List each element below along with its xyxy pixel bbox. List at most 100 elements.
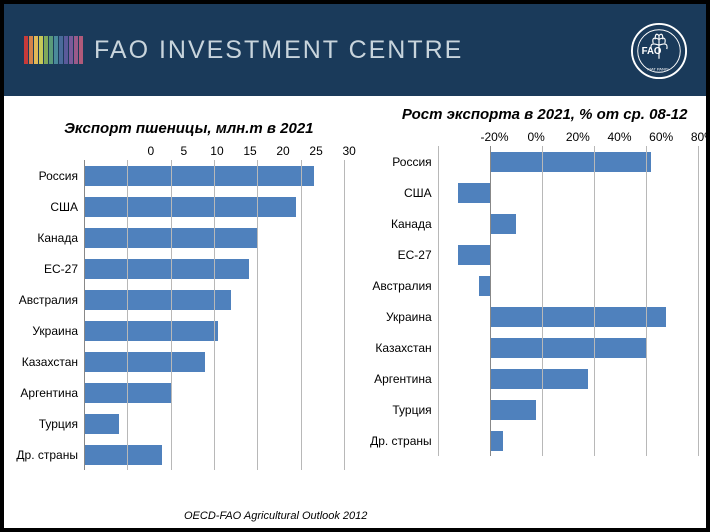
- axis-tick-label: 20%: [557, 130, 599, 144]
- right-axis-labels: -20%0%20%40%60%80%: [412, 130, 710, 144]
- bar: [490, 338, 646, 358]
- left-grid-area: РоссияСШАКанадаЕС-27АвстралияУкраинаКаза…: [84, 160, 344, 470]
- axis-tick-label: 20: [267, 144, 300, 158]
- fao-logo-icon: FAO FIAT PANIS: [630, 22, 688, 80]
- bar-label: Аргентина: [8, 386, 78, 400]
- svg-text:FAO: FAO: [642, 46, 662, 57]
- gridline: [214, 160, 215, 470]
- bar: [490, 400, 537, 420]
- axis-tick-label: 15: [233, 144, 266, 158]
- bar-label: Австралия: [362, 279, 432, 293]
- bar-label: Др. страны: [8, 448, 78, 462]
- axis-tick-label: -20%: [474, 130, 516, 144]
- left-chart: Экспорт пшеницы, млн.т в 2021 0510152025…: [12, 106, 366, 526]
- bar-row: Украина: [438, 301, 698, 332]
- bar-row: Турция: [438, 394, 698, 425]
- svg-text:FIAT PANIS: FIAT PANIS: [647, 66, 669, 71]
- bar: [490, 307, 667, 327]
- right-bars: РоссияСШАКанадаЕС-27АвстралияУкраинаКаза…: [438, 146, 698, 456]
- bar-label: Россия: [8, 169, 78, 183]
- color-bar-stripe: [39, 36, 43, 64]
- header: FAO INVESTMENT CENTRE FAO FIAT PANIS: [4, 4, 706, 96]
- bar: [490, 431, 503, 451]
- bar: [84, 197, 296, 217]
- color-bar-stripe: [79, 36, 83, 64]
- gridline: [698, 146, 699, 456]
- bar-label: ЕС-27: [8, 262, 78, 276]
- color-bar-stripe: [24, 36, 28, 64]
- bar: [84, 414, 119, 434]
- bar-label: Турция: [8, 417, 78, 431]
- color-bar-stripe: [69, 36, 73, 64]
- bar-label: Австралия: [8, 293, 78, 307]
- bar-label: Россия: [362, 155, 432, 169]
- footnote: OECD-FAO Agricultural Outlook 2012: [184, 510, 367, 522]
- bar-row: ЕС-27: [438, 239, 698, 270]
- bar-row: Аргентина: [438, 363, 698, 394]
- slide: FAO INVESTMENT CENTRE FAO FIAT PANIS Экс…: [4, 4, 706, 528]
- color-bar-stripe: [29, 36, 33, 64]
- bar-label: Канада: [362, 217, 432, 231]
- bar-row: Казахстан: [438, 332, 698, 363]
- right-grid-area: РоссияСШАКанадаЕС-27АвстралияУкраинаКаза…: [438, 146, 698, 456]
- gridline: [594, 146, 595, 456]
- bar-label: США: [362, 186, 432, 200]
- bar: [84, 166, 314, 186]
- gridline: [490, 146, 491, 456]
- bar-label: Казахстан: [362, 341, 432, 355]
- right-chart-title: Рост экспорта в 2021, % от ср. 08-12: [366, 106, 710, 124]
- bar-row: Россия: [438, 146, 698, 177]
- axis-tick-label: 5: [167, 144, 200, 158]
- axis-tick-label: 80%: [682, 130, 710, 144]
- bar-label: Турция: [362, 403, 432, 417]
- gridline: [438, 146, 439, 456]
- right-chart: Рост экспорта в 2021, % от ср. 08-12 -20…: [366, 106, 710, 526]
- content: Экспорт пшеницы, млн.т в 2021 0510152025…: [4, 96, 706, 526]
- bar: [490, 369, 589, 389]
- color-bar-stripe: [64, 36, 68, 64]
- bar-label: ЕС-27: [362, 248, 432, 262]
- gridline: [301, 160, 302, 470]
- bar: [458, 245, 489, 265]
- axis-tick-label: 0%: [515, 130, 557, 144]
- gridline: [542, 146, 543, 456]
- bar: [490, 152, 651, 172]
- axis-tick-label: 25: [300, 144, 333, 158]
- axis-tick-label: 0: [134, 144, 167, 158]
- bar: [490, 214, 516, 234]
- bar: [84, 352, 205, 372]
- bar-label: Казахстан: [8, 355, 78, 369]
- bar: [479, 276, 489, 296]
- bar-row: Канада: [438, 208, 698, 239]
- axis-tick-label: 40%: [599, 130, 641, 144]
- bar: [84, 445, 162, 465]
- bar-label: США: [8, 200, 78, 214]
- color-bar-stripe: [34, 36, 38, 64]
- bar-row: США: [438, 177, 698, 208]
- left-axis-labels: 051015202530: [62, 144, 365, 158]
- gridline: [344, 160, 345, 470]
- gridline: [84, 160, 85, 470]
- color-bar-stripe: [59, 36, 63, 64]
- color-bar-stripe: [54, 36, 58, 64]
- gridline: [646, 146, 647, 456]
- color-bar-stripe: [49, 36, 53, 64]
- gridline: [171, 160, 172, 470]
- color-bar-stripe: [74, 36, 78, 64]
- bar-label: Канада: [8, 231, 78, 245]
- axis-tick-label: 10: [200, 144, 233, 158]
- header-title: FAO INVESTMENT CENTRE: [94, 36, 463, 65]
- left-chart-title: Экспорт пшеницы, млн.т в 2021: [12, 120, 366, 138]
- bar-label: Др. страны: [362, 434, 432, 448]
- gridline: [257, 160, 258, 470]
- bar-label: Украина: [362, 310, 432, 324]
- bar-row: Др. страны: [438, 425, 698, 456]
- bar: [84, 290, 231, 310]
- gridline: [127, 160, 128, 470]
- bar-label: Украина: [8, 324, 78, 338]
- bar: [84, 259, 249, 279]
- bar-label: Аргентина: [362, 372, 432, 386]
- color-bar-stripe: [44, 36, 48, 64]
- color-bar-icon: [24, 36, 84, 64]
- bar: [458, 183, 489, 203]
